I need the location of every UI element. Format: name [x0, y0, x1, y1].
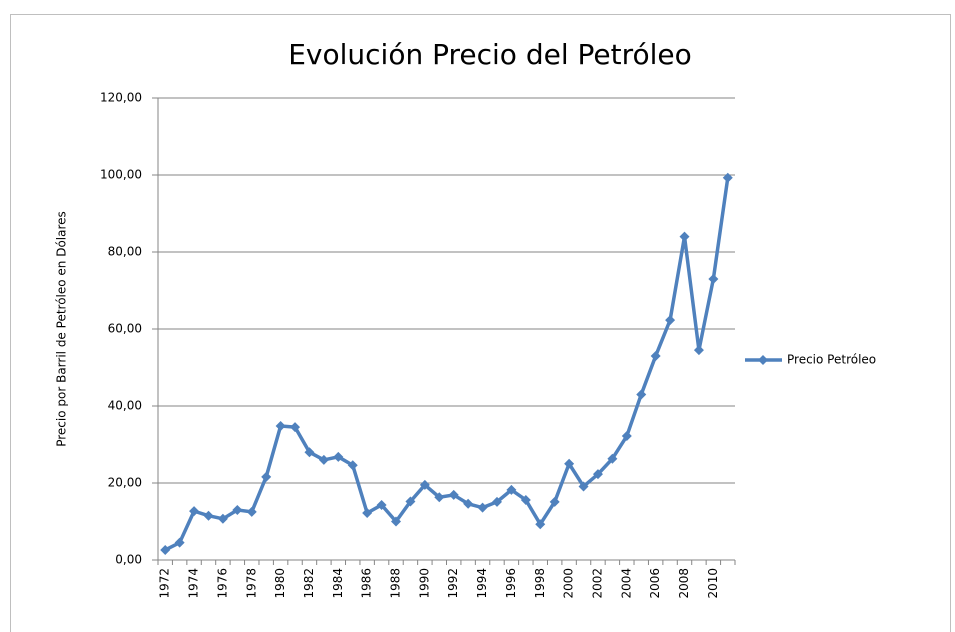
marker — [160, 544, 171, 555]
marker — [621, 431, 632, 442]
x-tick-label: 1992 — [446, 568, 460, 599]
marker — [246, 506, 257, 517]
x-tick-label: 2006 — [648, 568, 662, 599]
x-tick-label: 2004 — [619, 568, 633, 599]
x-tick-label: 1982 — [302, 568, 316, 599]
marker — [708, 273, 719, 284]
x-tick-label: 1998 — [533, 568, 547, 599]
x-tick-label: 1986 — [360, 568, 374, 599]
marker — [318, 454, 329, 465]
marker — [491, 496, 502, 507]
x-tick-label: 2000 — [562, 568, 576, 599]
marker — [535, 519, 546, 530]
marker — [275, 421, 286, 432]
marker — [549, 496, 560, 507]
marker — [362, 508, 373, 519]
x-tick-label: 1978 — [244, 568, 258, 599]
marker — [174, 537, 185, 548]
legend-marker — [758, 355, 768, 365]
x-tick-label: 1984 — [331, 568, 345, 599]
y-tick-label: 40,00 — [108, 399, 142, 413]
marker — [578, 481, 589, 492]
x-tick-label: 1990 — [417, 568, 431, 599]
marker — [232, 504, 243, 515]
marker — [463, 498, 474, 509]
y-tick-label: 60,00 — [108, 322, 142, 336]
marker — [217, 513, 228, 524]
marker — [419, 479, 430, 490]
marker — [665, 315, 676, 326]
marker — [448, 489, 459, 500]
marker — [722, 172, 733, 183]
x-tick-label: 1988 — [389, 568, 403, 599]
x-tick-label: 1980 — [273, 568, 287, 599]
marker — [477, 502, 488, 513]
x-tick-label: 1972 — [158, 568, 172, 599]
marker — [520, 494, 531, 505]
marker — [405, 496, 416, 507]
marker — [693, 345, 704, 356]
marker — [189, 506, 200, 517]
marker — [506, 484, 517, 495]
marker — [650, 350, 661, 361]
marker — [607, 453, 618, 464]
series-line — [164, 177, 730, 552]
marker — [290, 422, 301, 433]
marker — [333, 451, 344, 462]
y-tick-label: 120,00 — [100, 91, 142, 105]
marker — [636, 389, 647, 400]
x-tick-label: 1974 — [187, 568, 201, 599]
marker — [564, 458, 575, 469]
x-tick-label: 2008 — [677, 568, 691, 599]
marker — [261, 471, 272, 482]
x-tick-label: 1994 — [475, 568, 489, 599]
marker — [434, 492, 445, 503]
marker — [391, 516, 402, 527]
x-tick-label: 1996 — [504, 568, 518, 599]
chart-title: Evolución Precio del Petróleo — [288, 38, 692, 71]
x-tick-label: 2010 — [706, 568, 720, 599]
y-axis-label: Precio por Barril de Petróleo en Dólares — [55, 211, 69, 447]
chart-frame — [10, 14, 951, 632]
y-tick-label: 20,00 — [108, 476, 142, 490]
marker — [304, 447, 315, 458]
x-tick-label: 2002 — [590, 568, 604, 599]
y-tick-label: 0,00 — [115, 553, 142, 567]
y-tick-label: 100,00 — [100, 168, 142, 182]
x-tick-label: 1976 — [215, 568, 229, 599]
marker — [679, 231, 690, 242]
y-tick-label: 80,00 — [108, 245, 142, 259]
marker — [347, 460, 358, 471]
marker — [203, 510, 214, 521]
marker — [376, 499, 387, 510]
marker — [592, 469, 603, 480]
legend-label: Precio Petróleo — [787, 353, 876, 367]
